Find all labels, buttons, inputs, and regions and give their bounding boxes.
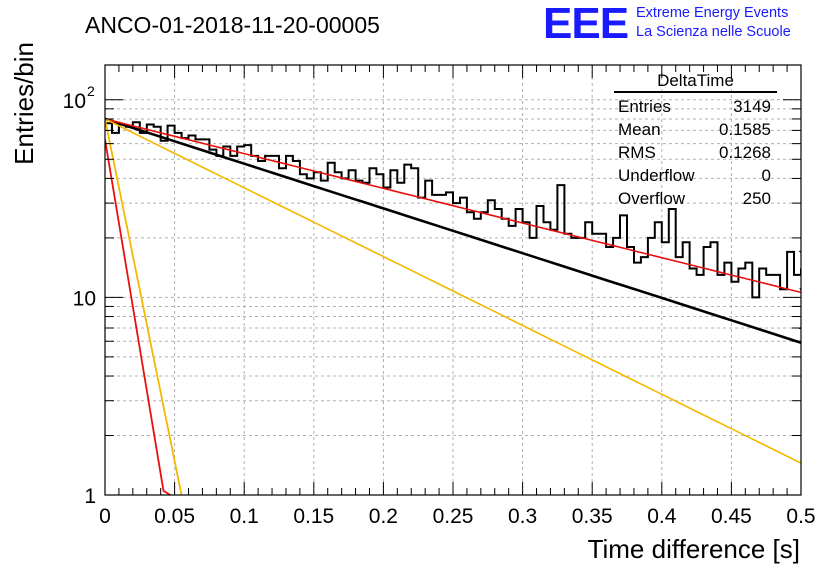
y-tick-label: 1	[84, 485, 96, 508]
stats-row-underflow: Underflow 0	[614, 164, 777, 187]
x-tick-label: 0.5	[786, 505, 815, 528]
x-tick-label: 0.25	[433, 505, 474, 528]
series-lower-bound	[105, 118, 801, 464]
stats-row-mean: Mean 0.1585	[614, 118, 777, 141]
x-axis-label: Time difference [s]	[588, 534, 800, 564]
x-tick-label: 0.4	[647, 505, 677, 528]
histogram	[105, 121, 801, 437]
y-tick-label: 10	[73, 287, 96, 310]
stats-label: Entries	[618, 97, 671, 116]
stats-row-entries: Entries 3149	[614, 95, 777, 118]
eee-logo-line1: Extreme Energy Events	[636, 5, 789, 21]
stats-row-rms: RMS 0.1268	[614, 141, 777, 164]
x-tick-label: 0.1	[230, 505, 259, 528]
stats-label: Mean	[618, 120, 661, 139]
y-tick-exponent: 2	[87, 83, 95, 99]
stats-value: 0.1268	[719, 143, 771, 162]
eee-logo-line2: La Scienza nelle Scuole	[636, 24, 791, 40]
stats-label: RMS	[618, 143, 656, 162]
stats-value: 250	[742, 189, 771, 208]
stats-value: 0	[761, 166, 771, 185]
x-tick-label: 0.15	[293, 505, 334, 528]
series-upper-bound	[105, 118, 801, 294]
x-tick-label: 0.45	[711, 505, 752, 528]
stats-divider	[614, 91, 777, 93]
plot-area	[105, 65, 801, 495]
y-axis-label: Entries/bin	[9, 42, 39, 165]
stats-value: 0.1585	[719, 120, 771, 139]
ticks	[104, 65, 802, 496]
x-tick-label: 0.35	[572, 505, 613, 528]
stats-label: Underflow	[618, 166, 695, 185]
stats-row-overflow: Overflow 250	[614, 187, 777, 210]
x-tick-label: 0.05	[154, 505, 195, 528]
chart-title: ANCO-01-2018-11-20-00005	[85, 12, 380, 38]
stats-title: DeltaTime	[657, 71, 734, 90]
series-fast-red	[105, 139, 171, 495]
stats-box: DeltaTime Entries 3149 Mean 0.1585 RMS 0…	[614, 70, 777, 210]
x-tick-label: 0.3	[508, 505, 537, 528]
x-tick-label: 0	[99, 505, 111, 528]
series-fit	[105, 117, 801, 344]
stats-label: Overflow	[618, 189, 686, 208]
series-fast-orange	[105, 118, 183, 495]
eee-logo-mark: EEE	[543, 0, 629, 48]
stats-value: 3149	[733, 97, 771, 116]
y-tick-label: 10	[63, 90, 86, 113]
x-tick-label: 0.2	[369, 505, 398, 528]
